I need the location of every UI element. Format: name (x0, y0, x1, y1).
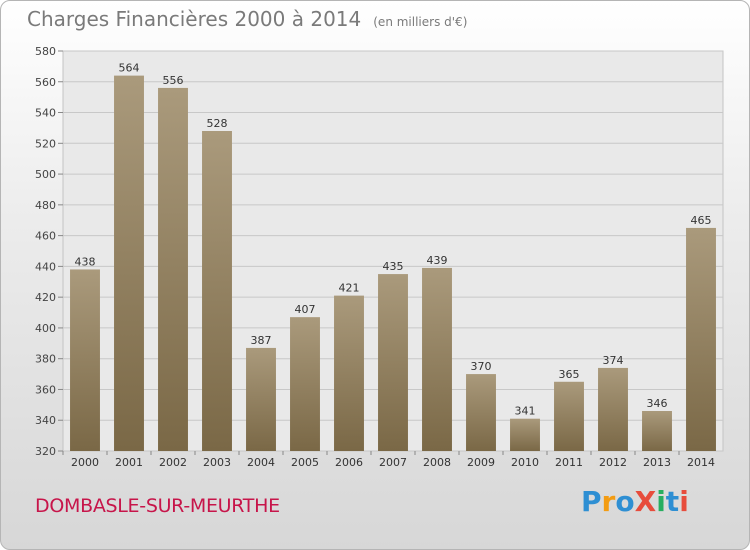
logo-letter: i (679, 485, 689, 518)
x-tick-label: 2013 (643, 456, 671, 469)
logo-letter: X (634, 485, 657, 518)
bar-value-label: 370 (471, 360, 492, 373)
y-tick-label: 420 (35, 291, 56, 304)
logo-letter: t (665, 485, 680, 518)
y-tick-label: 360 (35, 383, 56, 396)
bar-2013 (642, 411, 672, 451)
x-tick-label: 2012 (599, 456, 627, 469)
bar-2001 (114, 75, 144, 451)
bar-2003 (202, 131, 232, 451)
x-tick-label: 2002 (159, 456, 187, 469)
bar-value-label: 346 (647, 397, 668, 410)
x-tick-label: 2010 (511, 456, 539, 469)
x-tick-label: 2007 (379, 456, 407, 469)
proxiti-logo: ProXiti (581, 485, 689, 518)
bar-2004 (246, 347, 276, 451)
x-tick-label: 2009 (467, 456, 495, 469)
bar-2002 (158, 87, 188, 451)
x-tick-label: 2005 (291, 456, 319, 469)
bar-2009 (466, 374, 496, 451)
y-tick-label: 480 (35, 199, 56, 212)
y-tick-label: 540 (35, 107, 56, 120)
x-tick-label: 2001 (115, 456, 143, 469)
y-tick-label: 400 (35, 322, 56, 335)
bar-2011 (554, 381, 584, 451)
bar-2006 (334, 295, 364, 451)
y-tick-label: 580 (35, 45, 56, 58)
x-tick-label: 2004 (247, 456, 275, 469)
bar-2008 (422, 267, 452, 451)
bar-2005 (290, 317, 320, 451)
x-tick-label: 2006 (335, 456, 363, 469)
bar-value-label: 365 (559, 368, 580, 381)
y-tick-label: 320 (35, 445, 56, 458)
bar-value-label: 374 (603, 354, 624, 367)
y-tick-label: 460 (35, 230, 56, 243)
bar-value-label: 528 (207, 117, 228, 130)
bar-value-label: 341 (515, 405, 536, 418)
bar-value-label: 439 (427, 254, 448, 267)
y-tick-label: 380 (35, 353, 56, 366)
chart-title: Charges Financières 2000 à 2014 (en milli… (27, 7, 467, 31)
logo-letter: o (615, 485, 635, 518)
logo-letter: i (656, 485, 666, 518)
y-tick-label: 560 (35, 76, 56, 89)
logo-letter: P (581, 485, 602, 518)
bar-2000 (70, 269, 100, 451)
bar-value-label: 407 (295, 303, 316, 316)
x-tick-label: 2000 (71, 456, 99, 469)
bar-value-label: 438 (75, 255, 96, 268)
y-tick-label: 340 (35, 414, 56, 427)
x-tick-label: 2011 (555, 456, 583, 469)
y-tick-label: 440 (35, 260, 56, 273)
logo-letter: r (601, 485, 616, 518)
x-tick-label: 2014 (687, 456, 715, 469)
bar-2014 (686, 227, 716, 451)
bar-2010 (510, 418, 540, 451)
bar-value-label: 435 (383, 260, 404, 273)
bar-chart: 438 564 556 528 387 407 421 435 439 370 341 365 374 3… (35, 45, 724, 469)
bar-value-label: 556 (163, 74, 184, 87)
commune-name: DOMBASLE-SUR-MEURTHE (35, 495, 280, 517)
bar-value-label: 421 (339, 282, 360, 295)
bar-2012 (598, 367, 628, 451)
chart-subtitle: (en milliers d'€) (373, 15, 468, 29)
bar-value-label: 387 (251, 334, 272, 347)
x-tick-label: 2003 (203, 456, 231, 469)
y-tick-label: 500 (35, 168, 56, 181)
y-tick-label: 520 (35, 137, 56, 150)
bar-value-label: 465 (691, 214, 712, 227)
chart-title-text: Charges Financières 2000 à 2014 (27, 7, 362, 31)
bar-value-label: 564 (119, 62, 140, 75)
bar-2007 (378, 274, 408, 451)
x-tick-label: 2008 (423, 456, 451, 469)
